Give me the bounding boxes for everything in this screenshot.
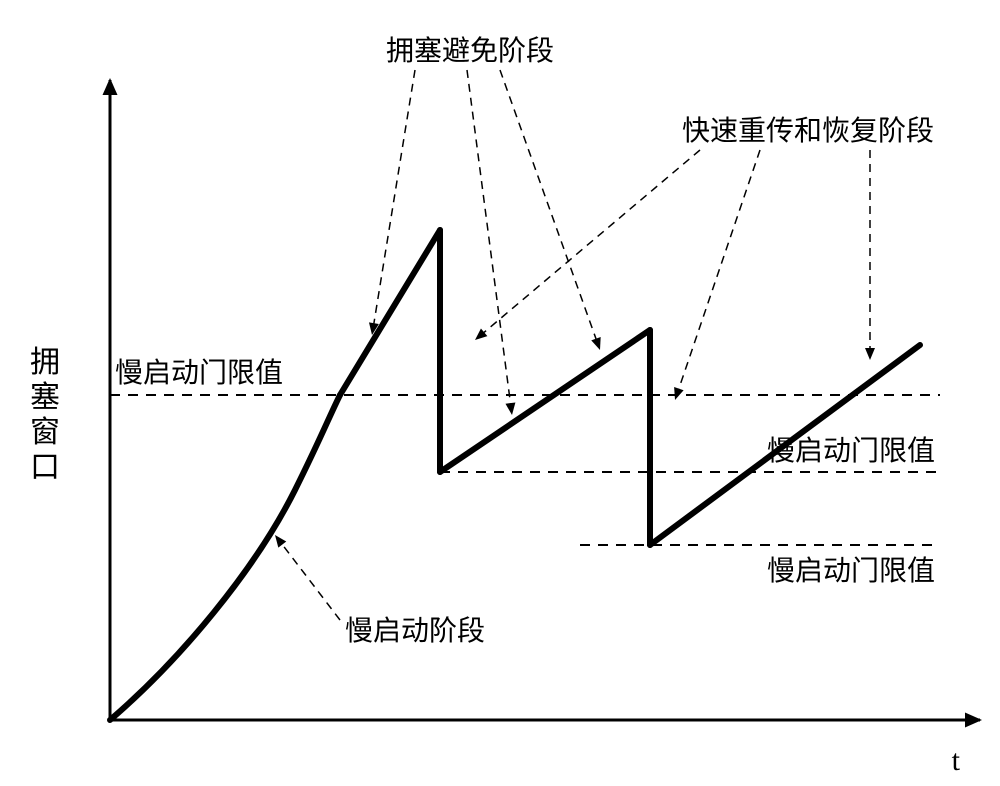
threshold-label-2: 慢启动门限值: [767, 555, 935, 587]
threshold-label-1: 慢启动门限值: [767, 435, 935, 467]
diagram-canvas: 慢启动门限值慢启动门限值慢启动门限值拥塞窗口t慢启动阶段拥塞避免阶段快速重传和恢…: [0, 0, 1000, 786]
x-axis-label: t: [952, 744, 961, 777]
annotation-label-1: 拥塞避免阶段: [386, 35, 554, 67]
annotation-label-0: 慢启动阶段: [345, 615, 485, 647]
annotation-label-2: 快速重传和恢复阶段: [682, 115, 934, 147]
threshold-label-0: 慢启动门限值: [115, 357, 283, 389]
